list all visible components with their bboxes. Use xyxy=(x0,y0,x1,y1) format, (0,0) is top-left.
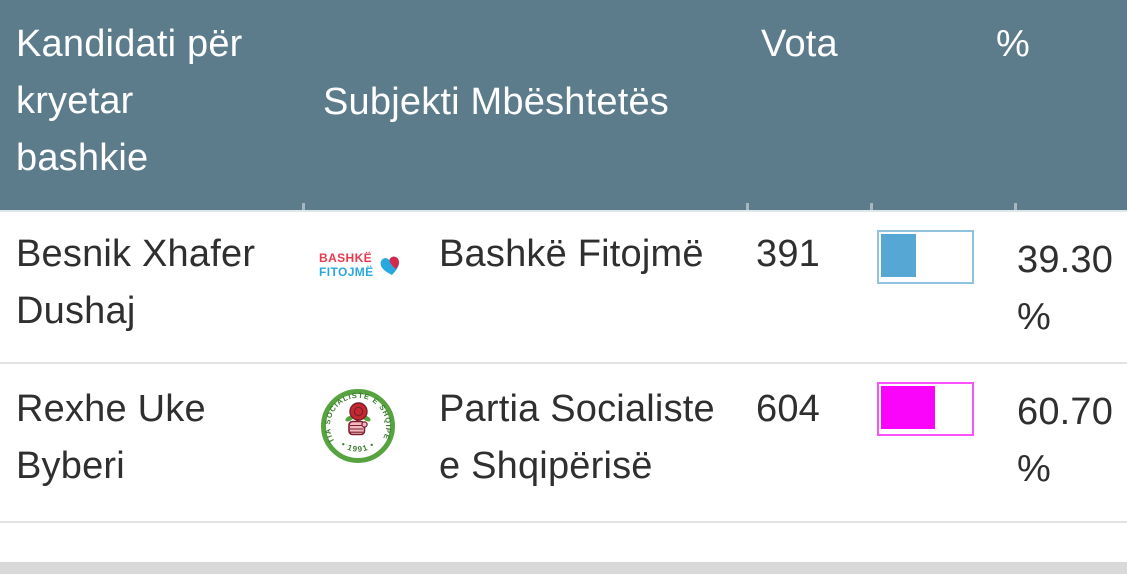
result-bar xyxy=(877,230,974,284)
ps-logo-year-text: • 1991 • xyxy=(339,440,375,454)
header-cell-subject: Subjekti Mbështetës xyxy=(323,81,669,123)
votes-value: 391 xyxy=(756,233,821,275)
header-column-tick xyxy=(746,203,749,210)
result-bar-fill xyxy=(881,386,936,429)
bashke-fitojme-logo-text: FITOJMË xyxy=(319,265,374,279)
split-heart-icon xyxy=(380,256,399,275)
header-column-tick xyxy=(870,203,873,210)
header-cell-votes: Vota xyxy=(761,23,838,65)
result-bar-fill xyxy=(881,234,916,277)
table-row: Besnik Xhafer Dushaj BASHKË FITOJMË Bash… xyxy=(0,212,1127,364)
party-name: Partia Socialiste e Shqipërisë xyxy=(439,388,715,487)
percent-value: 39.30 % xyxy=(1017,239,1114,338)
percent-value: 60.70 % xyxy=(1017,391,1114,490)
horizontal-scrollbar[interactable] xyxy=(0,562,1127,574)
votes-value: 604 xyxy=(756,388,821,430)
result-bar xyxy=(877,382,974,436)
header-column-tick xyxy=(302,203,305,210)
bashke-fitojme-logo: BASHKË FITOJMË xyxy=(319,249,403,281)
header-cell-percent: % xyxy=(996,23,1030,65)
candidate-name: Rexhe Uke Byberi xyxy=(16,388,206,487)
table-row: Rexhe Uke Byberi PARTIA SOCIALISTE E SHQ… xyxy=(0,364,1127,523)
header-column-tick xyxy=(1014,203,1017,210)
bottom-spacer xyxy=(0,523,1127,562)
bashke-fitojme-logo-text: BASHKË xyxy=(319,251,373,265)
rose-in-fist-icon xyxy=(345,402,371,436)
partia-socialiste-logo: PARTIA SOCIALISTE E SHQIPËRISË • 1991 • xyxy=(319,387,395,463)
party-name: Bashkë Fitojmë xyxy=(439,233,704,275)
candidate-name: Besnik Xhafer Dushaj xyxy=(16,233,256,332)
table-header-row: Kandidati për kryetar bashkie Subjekti M… xyxy=(0,0,1127,212)
svg-text:• 1991 •: • 1991 • xyxy=(339,440,376,454)
header-cell-candidate: Kandidati për kryetar bashkie xyxy=(16,23,243,179)
